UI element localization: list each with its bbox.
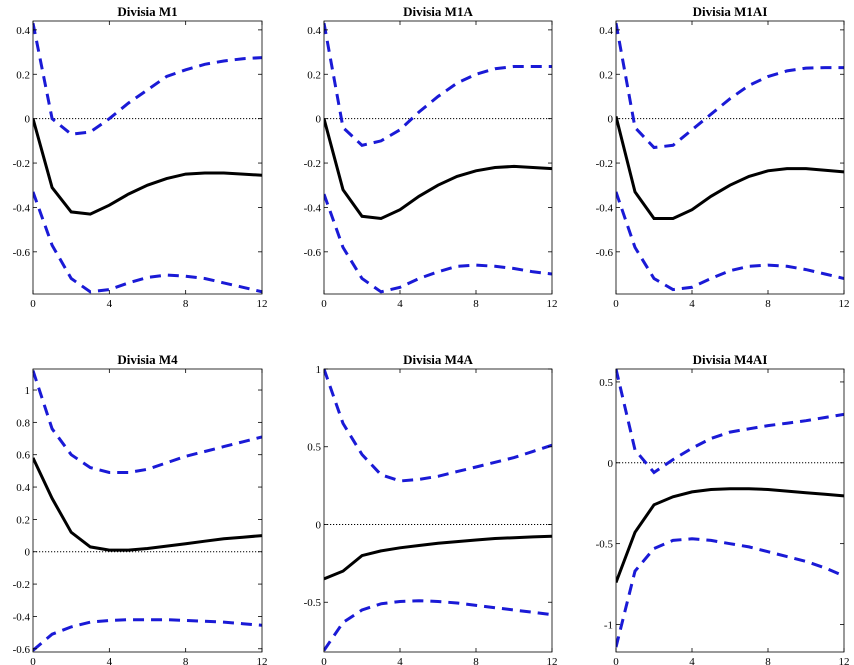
y-tick-label: 0.5 <box>307 442 321 454</box>
x-tick-label: 4 <box>689 656 695 665</box>
y-tick-label: 0.4 <box>307 25 321 37</box>
axes-frame <box>615 368 845 653</box>
y-tick-label: -0.4 <box>13 202 31 214</box>
upper-band-line <box>33 22 262 136</box>
x-tick-label: 12 <box>547 298 558 310</box>
panel-title: Divisia M4 <box>117 352 178 367</box>
y-tick-label: 0.6 <box>16 450 30 462</box>
x-tick-label: 4 <box>397 298 403 310</box>
x-tick-label: 4 <box>107 656 113 665</box>
axes-frame <box>32 368 263 653</box>
y-tick-label: -0.2 <box>596 158 613 170</box>
impulse-response-line <box>616 487 844 584</box>
impulse-response-line <box>324 118 552 221</box>
y-tick-label: -0.4 <box>13 611 31 623</box>
y-tick-label: 0 <box>316 519 322 531</box>
upper-band-line <box>616 369 844 475</box>
lower-band-line <box>33 618 262 652</box>
irf-panel-1: Divisia M1 0.4 0.2 0 -0.2 -0.4 -0.6 0 4 8 12 <box>13 4 268 310</box>
y-tick-label: -0.6 <box>304 247 322 259</box>
y-tick-label: -0.2 <box>304 158 321 170</box>
axes-frame <box>615 20 845 295</box>
upper-band-line <box>324 22 552 147</box>
impulse-response-line <box>324 534 552 581</box>
x-tick-label: 8 <box>183 656 189 665</box>
x-tick-label: 0 <box>613 298 619 310</box>
panel-title: Divisia M1 <box>117 4 177 19</box>
upper-band-line <box>33 370 262 474</box>
y-tick-label: 0.2 <box>307 69 321 81</box>
irf-panel-2: Divisia M1A 0.4 0.2 0 -0.2 -0.4 -0.6 0 4 8 12 <box>304 4 558 310</box>
x-tick-label: 4 <box>107 298 113 310</box>
x-tick-label: 12 <box>257 298 268 310</box>
impulse-response-line <box>33 118 262 216</box>
y-tick-label: 0.4 <box>16 482 30 494</box>
y-tick-label: -0.5 <box>304 597 322 609</box>
y-tick-label: 0.8 <box>16 417 30 429</box>
y-tick-label: 0 <box>608 114 614 126</box>
y-tick-label: 0.5 <box>599 377 613 389</box>
y-tick-label: -0.2 <box>13 158 30 170</box>
irf-panel-3: Divisia M1AI 0.4 0.2 0 -0.2 -0.4 -0.6 0 4 8 12 <box>596 4 850 310</box>
y-tick-label: 0.2 <box>16 69 30 81</box>
y-tick-label: 0 <box>25 114 31 126</box>
x-tick-label: 12 <box>839 298 850 310</box>
y-tick-label: -0.4 <box>304 202 322 214</box>
y-tick-label: 0.2 <box>16 514 30 526</box>
x-tick-label: 0 <box>613 656 619 665</box>
axes-frame <box>323 368 553 653</box>
lower-band-line <box>616 537 844 648</box>
x-tick-label: 8 <box>473 656 479 665</box>
irf-panel-6: Divisia M4AI 0.5 0 -0.5 -1 0 4 8 12 <box>596 352 850 665</box>
axes-frame <box>32 20 263 295</box>
y-tick-label: 0.4 <box>599 25 613 37</box>
panel-title: Divisia M1AI <box>693 4 768 19</box>
y-tick-label: -1 <box>604 620 613 632</box>
lower-band-line <box>324 193 552 294</box>
x-tick-label: 8 <box>765 656 771 665</box>
x-tick-label: 0 <box>321 656 327 665</box>
y-tick-label: -0.6 <box>596 247 614 259</box>
x-tick-label: 12 <box>257 656 268 665</box>
panel-title: Divisia M1A <box>403 4 473 19</box>
upper-band-line <box>616 22 844 150</box>
panel-title: Divisia M4A <box>403 352 473 367</box>
impulse-response-line <box>616 116 844 220</box>
lower-band-line <box>324 599 552 652</box>
y-tick-label: -0.6 <box>13 247 31 259</box>
y-tick-label: 0 <box>608 458 614 470</box>
impulse-response-line <box>33 457 262 552</box>
x-tick-label: 12 <box>547 656 558 665</box>
x-tick-label: 12 <box>839 656 850 665</box>
y-tick-label: 0.4 <box>16 25 30 37</box>
x-tick-label: 4 <box>397 656 403 665</box>
x-tick-label: 0 <box>321 298 327 310</box>
y-tick-label: 0 <box>316 114 322 126</box>
x-tick-label: 8 <box>473 298 479 310</box>
y-tick-label: -0.4 <box>596 202 614 214</box>
axes-frame <box>323 20 553 295</box>
x-tick-label: 4 <box>689 298 695 310</box>
upper-band-line <box>324 369 552 483</box>
x-tick-label: 8 <box>765 298 771 310</box>
y-tick-label: 0.2 <box>599 69 613 81</box>
irf-panel-5: Divisia M4A 1 0.5 0 -0.5 0 4 8 12 <box>304 352 558 665</box>
y-tick-label: -0.5 <box>596 539 614 551</box>
y-tick-label: 1 <box>316 364 322 376</box>
y-tick-label: -0.6 <box>13 644 31 656</box>
panel-title: Divisia M4AI <box>693 352 768 367</box>
x-tick-label: 0 <box>30 656 36 665</box>
x-tick-label: 0 <box>30 298 36 310</box>
y-tick-label: -0.2 <box>13 579 30 591</box>
lower-band-line <box>33 191 262 294</box>
y-tick-label: 1 <box>25 385 31 397</box>
x-tick-label: 8 <box>183 298 189 310</box>
y-tick-label: 0 <box>25 547 31 559</box>
lower-band-line <box>616 191 844 292</box>
